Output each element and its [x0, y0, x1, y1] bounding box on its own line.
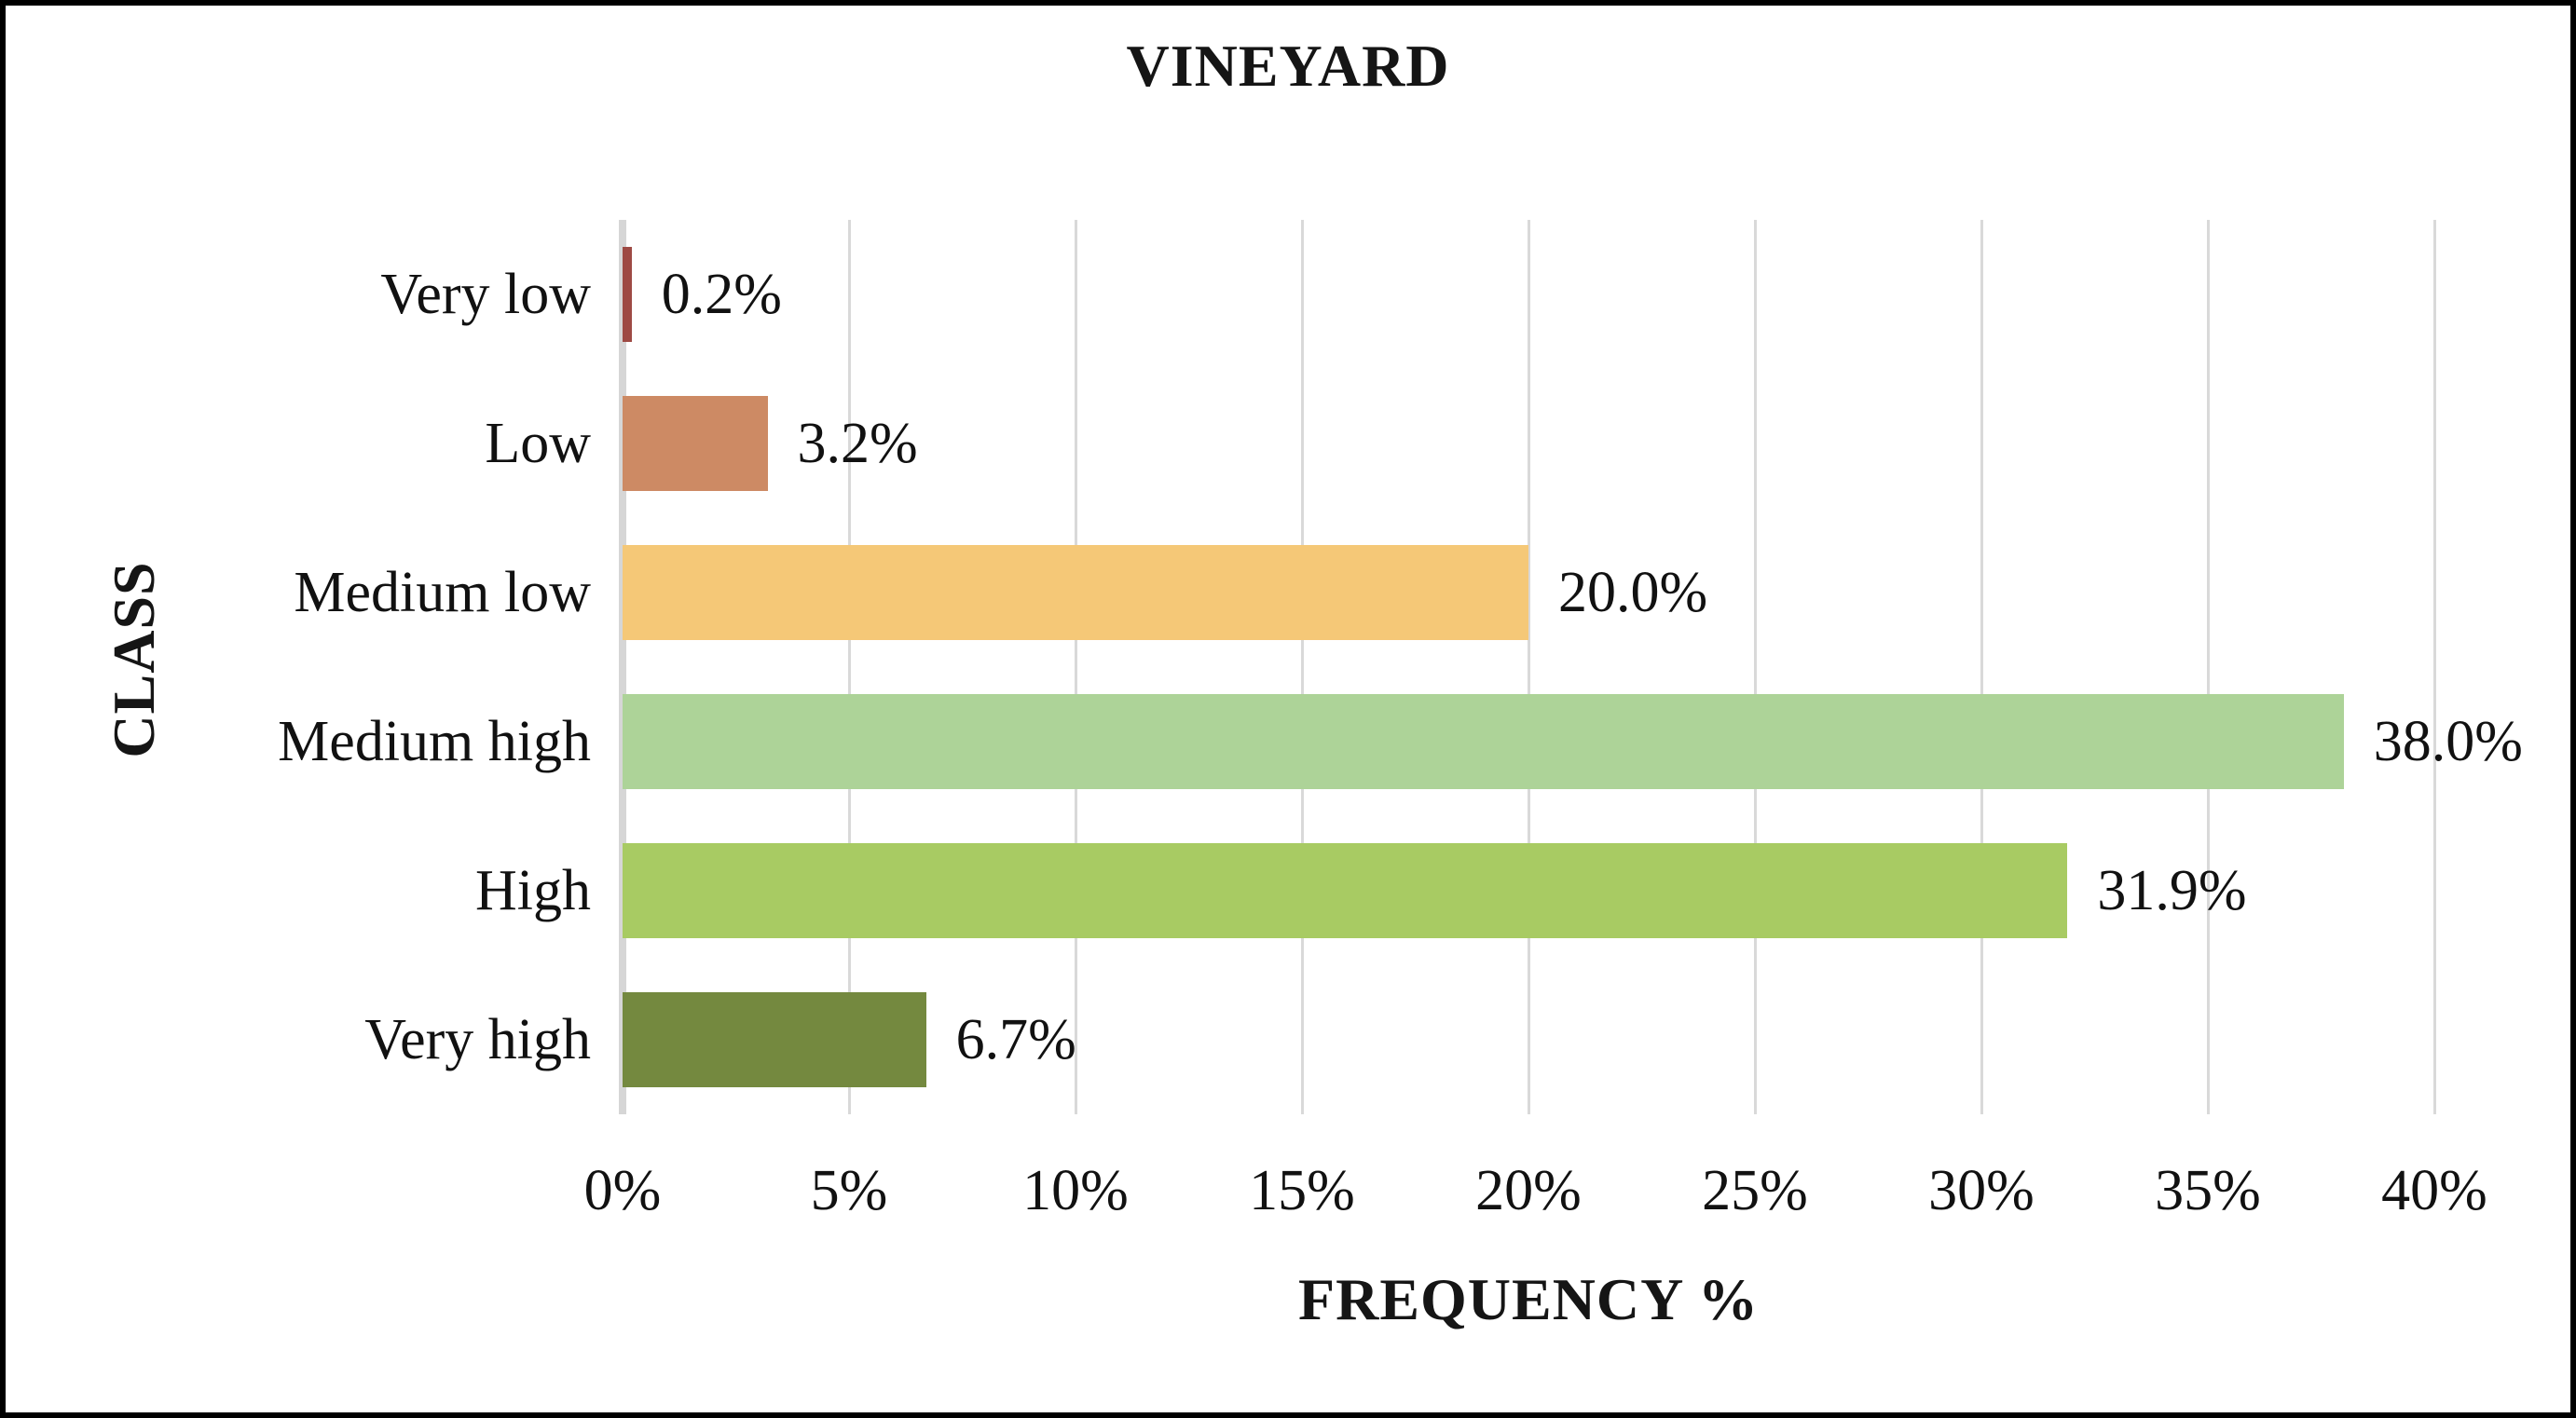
category-label-medium-low: Medium low [294, 561, 591, 624]
x-tick-label: 35% [2155, 1159, 2261, 1222]
x-tick-label: 30% [1928, 1159, 2035, 1222]
y-axis-line [619, 220, 626, 1114]
bar-medium-high [623, 694, 2344, 789]
value-label: 6.7% [955, 1008, 1076, 1071]
plot-area: 0.2% 3.2% 20.0% 38.0% 31.9% 6.7% [619, 220, 2523, 1114]
gridline [1753, 220, 1757, 1114]
x-tick-label: 15% [1249, 1159, 1355, 1222]
category-label-very-low: Very low [380, 263, 591, 326]
category-label-medium-high: Medium high [278, 710, 591, 773]
x-axis-tick-labels: 0% 5% 10% 15% 20% 25% 30% 35% 40% [6, 1158, 2570, 1233]
value-label: 20.0% [1558, 561, 1708, 624]
gridline [1527, 220, 1530, 1114]
value-label: 3.2% [797, 412, 918, 475]
bar-medium-low [623, 545, 1528, 640]
bar-very-high [623, 992, 926, 1087]
bar-row: 38.0% [623, 667, 2523, 816]
bar-row: 20.0% [623, 518, 2434, 667]
bar-row: 6.7% [623, 965, 2434, 1114]
value-label: 31.9% [2097, 859, 2247, 922]
bar-low [623, 396, 768, 491]
x-tick-label: 5% [810, 1159, 888, 1222]
gridline [2206, 220, 2210, 1114]
gridline [2432, 220, 2436, 1114]
gridline [1980, 220, 1983, 1114]
category-label-high: High [475, 859, 591, 922]
value-label: 38.0% [2373, 710, 2523, 773]
bar-row: 31.9% [623, 816, 2434, 965]
bar-high [623, 843, 2068, 938]
gridline [1300, 220, 1304, 1114]
gridline [847, 220, 851, 1114]
y-axis-title: CLASS [101, 561, 167, 758]
x-tick-label: 40% [2381, 1159, 2487, 1222]
x-tick-label: 10% [1022, 1159, 1129, 1222]
bar-row: 0.2% [623, 220, 2434, 369]
category-label-very-high: Very high [364, 1008, 591, 1071]
category-axis-labels: Very low Low Medium low Medium high High Very… [6, 220, 591, 1114]
bar-row: 3.2% [623, 369, 2434, 518]
x-tick-label: 25% [1702, 1159, 1808, 1222]
category-label-low: Low [485, 412, 591, 475]
bar-very-low [623, 247, 632, 342]
gridline [1074, 220, 1077, 1114]
value-label: 0.2% [661, 263, 782, 326]
x-tick-label: 20% [1475, 1159, 1582, 1222]
x-tick-label: 0% [583, 1159, 662, 1222]
x-axis-title: FREQUENCY % [1298, 1266, 1759, 1332]
chart-title: VINEYARD [1126, 33, 1450, 99]
